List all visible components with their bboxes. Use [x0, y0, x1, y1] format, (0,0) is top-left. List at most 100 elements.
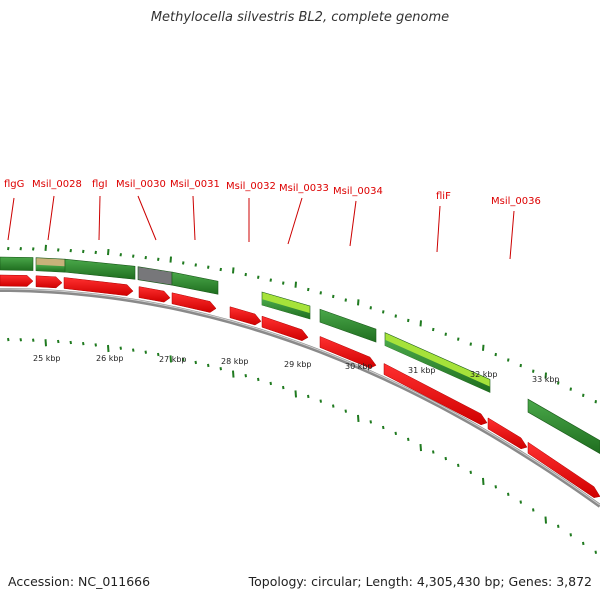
tick-mark [582, 541, 585, 546]
cds-arrow [229, 306, 262, 326]
kbp-label: 27 kbp [159, 355, 187, 364]
tick-mark [32, 338, 35, 342]
tick-mark [57, 248, 60, 252]
tick-mark [519, 363, 522, 368]
tick-mark [357, 414, 360, 422]
tick-mark [157, 352, 160, 357]
tick-mark [344, 409, 347, 413]
tick-mark [394, 431, 397, 436]
tick-mark [569, 533, 572, 537]
tick-mark [269, 381, 272, 386]
kbp-label: 25 kbp [33, 354, 61, 363]
kbp-label: 28 kbp [221, 357, 249, 366]
kbp-label: 30 kbp [345, 362, 373, 371]
leader-line [349, 200, 357, 247]
leader-line [509, 210, 515, 260]
cds-arrow [35, 275, 63, 289]
tick-mark [419, 444, 422, 452]
tick-mark [207, 265, 210, 269]
gene-label: Msil_0036 [491, 196, 541, 207]
tick-mark [482, 477, 485, 486]
tick-mark [544, 516, 547, 524]
track-segment-green [0, 256, 34, 271]
tick-mark [332, 294, 335, 299]
accession-text: Accession: NC_011666 [8, 574, 151, 589]
genome-backbone [0, 288, 600, 508]
leader-line [192, 195, 196, 241]
tick-mark [582, 393, 585, 397]
tick-mark [44, 339, 47, 347]
tick-mark [257, 377, 260, 382]
tick-mark [94, 250, 97, 255]
tick-mark [119, 346, 122, 350]
kbp-label: 26 kbp [96, 354, 124, 363]
tick-mark [482, 344, 485, 351]
tick-mark [369, 306, 372, 310]
tick-mark [344, 298, 347, 302]
tick-mark [294, 390, 297, 398]
tick-mark [382, 310, 385, 314]
kbp-label: 32 kbp [470, 370, 498, 379]
track-segment-green [527, 398, 600, 454]
cds-arrow [527, 441, 600, 498]
tick-mark [594, 550, 597, 554]
tick-mark [407, 437, 410, 442]
gene-label: Msil_0033 [279, 183, 329, 194]
cds-arrow [383, 363, 488, 426]
tick-mark [219, 367, 222, 371]
tick-mark [494, 352, 497, 357]
leader-line [137, 195, 157, 241]
cds-arrow [487, 417, 528, 450]
tick-mark [469, 342, 472, 346]
tick-mark [119, 253, 122, 257]
tick-mark [69, 340, 72, 345]
feature-track [0, 256, 600, 454]
tick-mark [444, 456, 447, 461]
gene-label: Msil_0031 [170, 179, 220, 190]
cds-arrow [63, 277, 134, 296]
tick-mark [457, 463, 460, 468]
tick-mark [244, 272, 247, 277]
gene-label: Msil_0034 [333, 186, 383, 197]
track-segment-lower [385, 339, 490, 393]
cds-arrow [319, 336, 377, 369]
tick-mark [244, 373, 247, 378]
label-leaders [7, 195, 515, 260]
gene-label: Msil_0032 [226, 181, 276, 192]
cds-track [0, 274, 600, 498]
tick-mark [307, 287, 310, 292]
track-segment-green [319, 308, 377, 343]
tick-mark [507, 492, 510, 497]
leader-line [47, 195, 55, 241]
tick-mark [282, 281, 285, 285]
tick-mark [319, 399, 322, 403]
gene-label: flgI [92, 179, 108, 190]
tick-mark [182, 357, 185, 362]
tick-mark [232, 370, 235, 378]
tick-mark [357, 299, 360, 306]
tick-mark [194, 263, 197, 267]
kbp-label: 31 kbp [408, 366, 436, 375]
backbone-line [0, 288, 600, 508]
tick-mark [69, 248, 72, 253]
track-segment-gray [137, 266, 173, 286]
tick-mark [444, 332, 447, 336]
cds-arrow [261, 315, 309, 341]
tick-mark [494, 485, 497, 489]
tick-mark [307, 394, 310, 399]
tick-mark [132, 254, 135, 258]
tick-mark [382, 425, 385, 430]
tick-mark [19, 338, 22, 342]
tick-mark [194, 360, 197, 365]
tick-mark [7, 337, 10, 342]
tick-mark [32, 247, 35, 251]
genome-summary: Topology: circular; Length: 4,305,430 bp… [248, 574, 592, 589]
gene-label: Msil_0028 [32, 179, 82, 190]
tick-mark [282, 385, 285, 390]
gene-label: fliF [436, 191, 451, 202]
tick-mark [532, 369, 535, 373]
tick-mark [169, 256, 172, 263]
leader-line [7, 197, 15, 241]
tick-mark [82, 341, 85, 346]
